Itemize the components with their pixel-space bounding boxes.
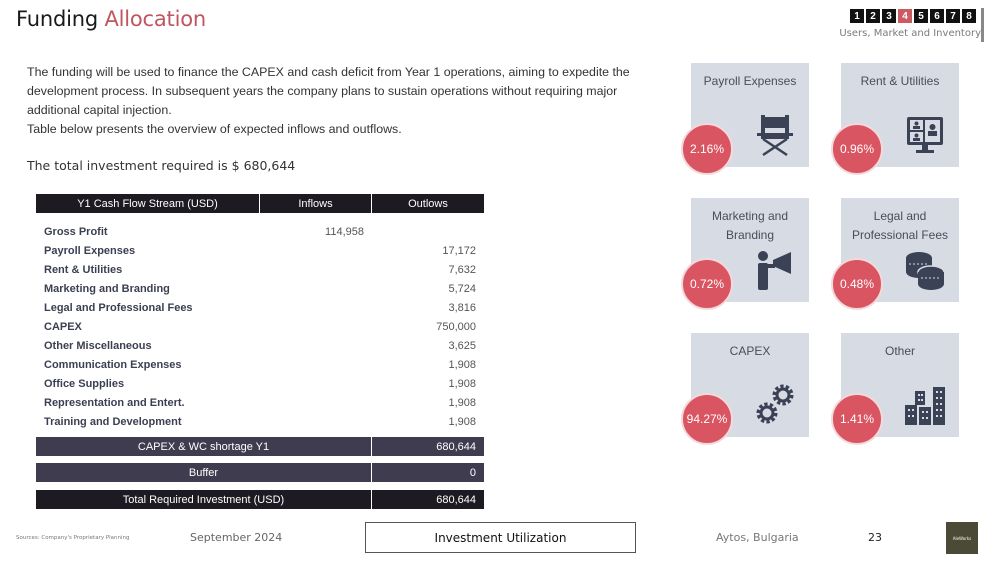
- pager-item-7[interactable]: 7: [946, 9, 960, 23]
- page-number: 23: [868, 531, 882, 544]
- coins-stack-icon: [906, 252, 945, 290]
- cash-flow-table: Y1 Cash Flow Stream (USD) Inflows Outlow…: [36, 194, 484, 431]
- pager-item-4-active[interactable]: 4: [898, 9, 912, 23]
- percent-badge-rent: 0.96%: [831, 123, 883, 175]
- summary-row-shortage: CAPEX & WC shortage Y1 680,644: [36, 437, 484, 456]
- row-label: Other Miscellaneous: [44, 339, 152, 352]
- pager-item-6[interactable]: 6: [930, 9, 944, 23]
- table-header: Y1 Cash Flow Stream (USD) Inflows Outlow…: [36, 194, 484, 213]
- title-accent: Allocation: [104, 7, 206, 31]
- table-row: Other Miscellaneous 3,625: [36, 336, 484, 355]
- header-stream: Y1 Cash Flow Stream (USD): [36, 194, 260, 213]
- pager-item-3[interactable]: 3: [882, 9, 896, 23]
- row-outflow: 1,908: [448, 358, 476, 371]
- table-row: Legal and Professional Fees 3,816: [36, 298, 484, 317]
- megaphone-person-icon: [758, 251, 791, 290]
- title-main: Funding: [16, 7, 98, 31]
- card-rent-utilities: Rent & Utilities: [841, 63, 959, 167]
- intro-table-note: Table below presents the overview of exp…: [27, 122, 402, 136]
- summary-label: Total Required Investment (USD): [36, 490, 372, 509]
- table-row: Rent & Utilities 7,632: [36, 260, 484, 279]
- summary-value: 0: [469, 466, 476, 479]
- percent-badge-other: 1.41%: [831, 393, 883, 445]
- summary-label: Buffer: [36, 463, 372, 482]
- pager-divider: [981, 8, 984, 42]
- row-outflow: 1,908: [448, 396, 476, 409]
- percent-badge-marketing: 0.72%: [681, 258, 733, 310]
- percent-badge-payroll: 2.16%: [681, 123, 733, 175]
- pager-item-2[interactable]: 2: [866, 9, 880, 23]
- header-outflows: Outlows: [408, 197, 448, 210]
- row-outflow: 750,000: [436, 320, 476, 333]
- table-row: Training and Development 1,908: [36, 412, 484, 431]
- percent-badge-capex: 94.27%: [681, 393, 733, 445]
- row-outflow: 1,908: [448, 377, 476, 390]
- gears-icon: [756, 384, 794, 424]
- row-label: Representation and Entert.: [44, 396, 185, 409]
- buildings-icon: [905, 387, 945, 425]
- row-outflow: 1,908: [448, 415, 476, 428]
- card-title: Other: [884, 344, 915, 358]
- footer-section-label: Investment Utilization: [365, 522, 636, 553]
- row-outflow: 3,816: [448, 301, 476, 314]
- table-row: Communication Expenses 1,908: [36, 355, 484, 374]
- row-label: Marketing and Branding: [44, 282, 170, 295]
- row-label: Gross Profit: [44, 225, 108, 238]
- row-label: Rent & Utilities: [44, 263, 123, 276]
- table-row: Gross Profit 114,958: [36, 222, 484, 241]
- section-pager: 1 2 3 4 5 6 7 8: [850, 9, 976, 23]
- row-label: Legal and Professional Fees: [44, 301, 193, 314]
- row-outflow: 5,724: [448, 282, 476, 295]
- card-title: Payroll Expenses: [703, 74, 797, 88]
- pager-item-1[interactable]: 1: [850, 9, 864, 23]
- row-outflow: 3,625: [448, 339, 476, 352]
- card-title: Rent & Utilities: [860, 74, 940, 88]
- summary-value: 680,644: [436, 440, 476, 453]
- intro-paragraph: The funding will be used to finance the …: [27, 65, 630, 117]
- page-title: Funding Allocation: [16, 7, 206, 31]
- table-row: CAPEX 750,000: [36, 317, 484, 336]
- row-label: Training and Development: [44, 415, 182, 428]
- company-logo: AleWorks: [946, 522, 978, 554]
- card-title: Marketing and Branding: [711, 209, 789, 242]
- pager-item-8[interactable]: 8: [962, 9, 976, 23]
- summary-row-total: Total Required Investment (USD) 680,644: [36, 490, 484, 509]
- table-row: Payroll Expenses 17,172: [36, 241, 484, 260]
- table-row: Office Supplies 1,908: [36, 374, 484, 393]
- summary-row-buffer: Buffer 0: [36, 463, 484, 482]
- row-label: CAPEX: [44, 320, 82, 333]
- summary-label: CAPEX & WC shortage Y1: [36, 437, 372, 456]
- row-outflow: 7,632: [448, 263, 476, 276]
- row-label: Communication Expenses: [44, 358, 182, 371]
- intro-text: The funding will be used to finance the …: [27, 63, 647, 139]
- footer-date: September 2024: [190, 531, 283, 544]
- card-title: Legal and Professional Fees: [851, 209, 949, 242]
- section-subtitle: Users, Market and Inventory: [839, 28, 981, 39]
- card-title: CAPEX: [729, 344, 771, 358]
- video-conference-monitor-icon: [907, 117, 943, 153]
- row-inflow: 114,958: [325, 225, 364, 238]
- table-row: Representation and Entert. 1,908: [36, 393, 484, 412]
- percent-badge-legal: 0.48%: [831, 258, 883, 310]
- summary-value: 680,644: [436, 493, 476, 506]
- header-inflows: Inflows: [260, 194, 372, 213]
- row-label: Payroll Expenses: [44, 244, 136, 257]
- pager-item-5[interactable]: 5: [914, 9, 928, 23]
- card-marketing-branding: Marketing and Branding: [691, 198, 809, 302]
- table-row: Marketing and Branding 5,724: [36, 279, 484, 298]
- director-chair-icon: [757, 115, 793, 157]
- footer-source: Sources: Company's Proprietary Planning: [16, 535, 130, 541]
- row-outflow: 17,172: [442, 244, 476, 257]
- total-investment-line: The total investment required is $ 680,6…: [27, 158, 296, 173]
- row-label: Office Supplies: [44, 377, 125, 390]
- footer-location: Aytos, Bulgaria: [716, 531, 799, 544]
